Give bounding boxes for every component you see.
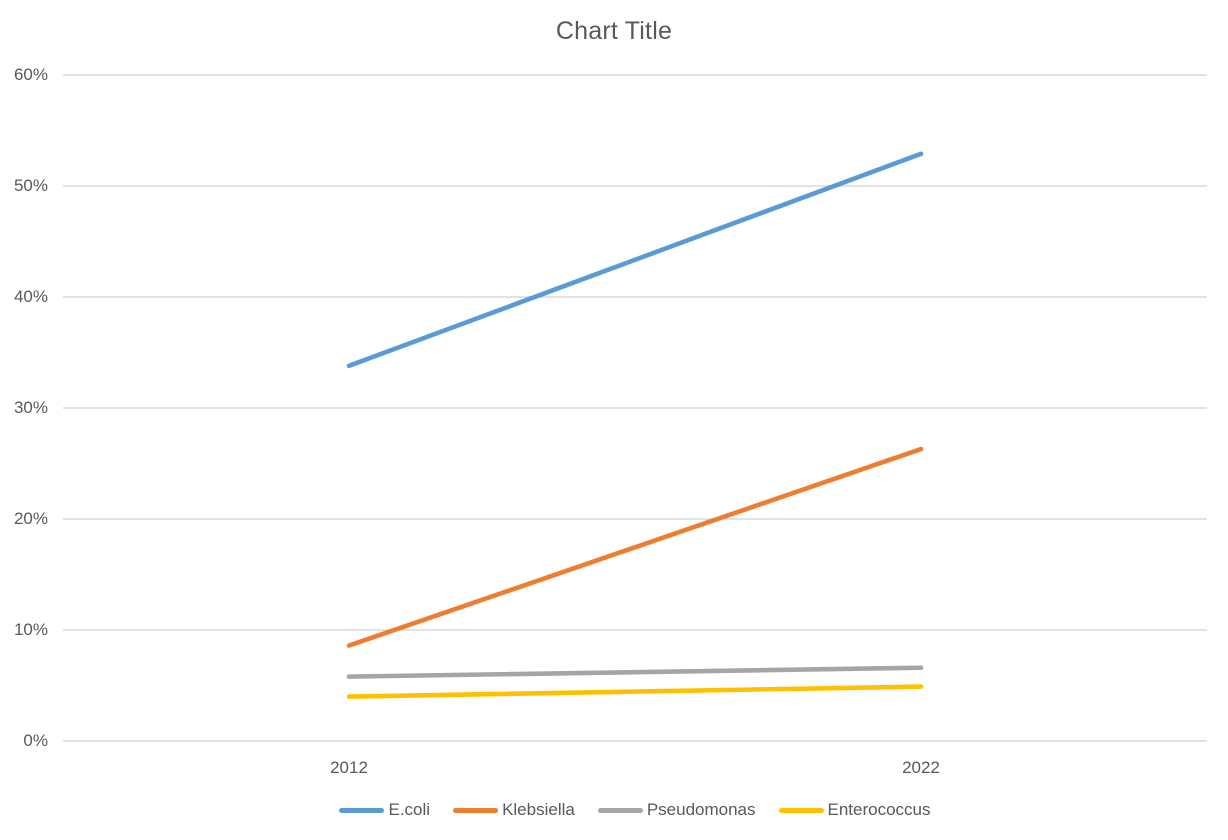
legend-marker-pseudomonas (597, 807, 643, 813)
legend-marker-enterococcus (778, 807, 824, 813)
legend-item-klebsiella[interactable]: Klebsiella (453, 800, 575, 820)
legend-label-e-coli: E.coli (388, 800, 431, 819)
y-tick-label-20%: 20% (13, 509, 48, 528)
legend: E.coli Klebsiella Pseudomonas Enterococcus (63, 797, 1207, 823)
y-tick-label-30%: 30% (13, 398, 48, 417)
legend-marker-e-coli (339, 807, 385, 813)
series-line-klebsiella[interactable] (346, 446, 924, 648)
series-line-e-coli[interactable] (346, 151, 924, 369)
legend-marker-klebsiella (453, 807, 499, 813)
legend-label-klebsiella: Klebsiella (502, 800, 575, 819)
y-tick-label-40%: 40% (13, 287, 48, 306)
series-line-enterococcus[interactable] (346, 684, 924, 699)
legend-label-enterococcus: Enterococcus (827, 800, 931, 819)
y-tick-label-50%: 50% (13, 176, 48, 195)
x-tick-label-2012: 2012 (330, 758, 368, 777)
y-tick-label-60%: 60% (13, 65, 48, 84)
legend-label-pseudomonas: Pseudomonas (646, 800, 756, 819)
legend-item-enterococcus[interactable]: Enterococcus (778, 800, 931, 820)
y-tick-label-0%: 0% (23, 731, 48, 750)
series-line-pseudomonas[interactable] (346, 665, 924, 679)
legend-item-e-coli[interactable]: E.coli (339, 800, 430, 820)
y-tick-label-10%: 10% (13, 620, 48, 639)
x-tick-label-2022: 2022 (902, 758, 940, 777)
chart-title[interactable]: Chart Title (555, 17, 673, 45)
legend-item-pseudomonas[interactable]: Pseudomonas (597, 800, 756, 820)
